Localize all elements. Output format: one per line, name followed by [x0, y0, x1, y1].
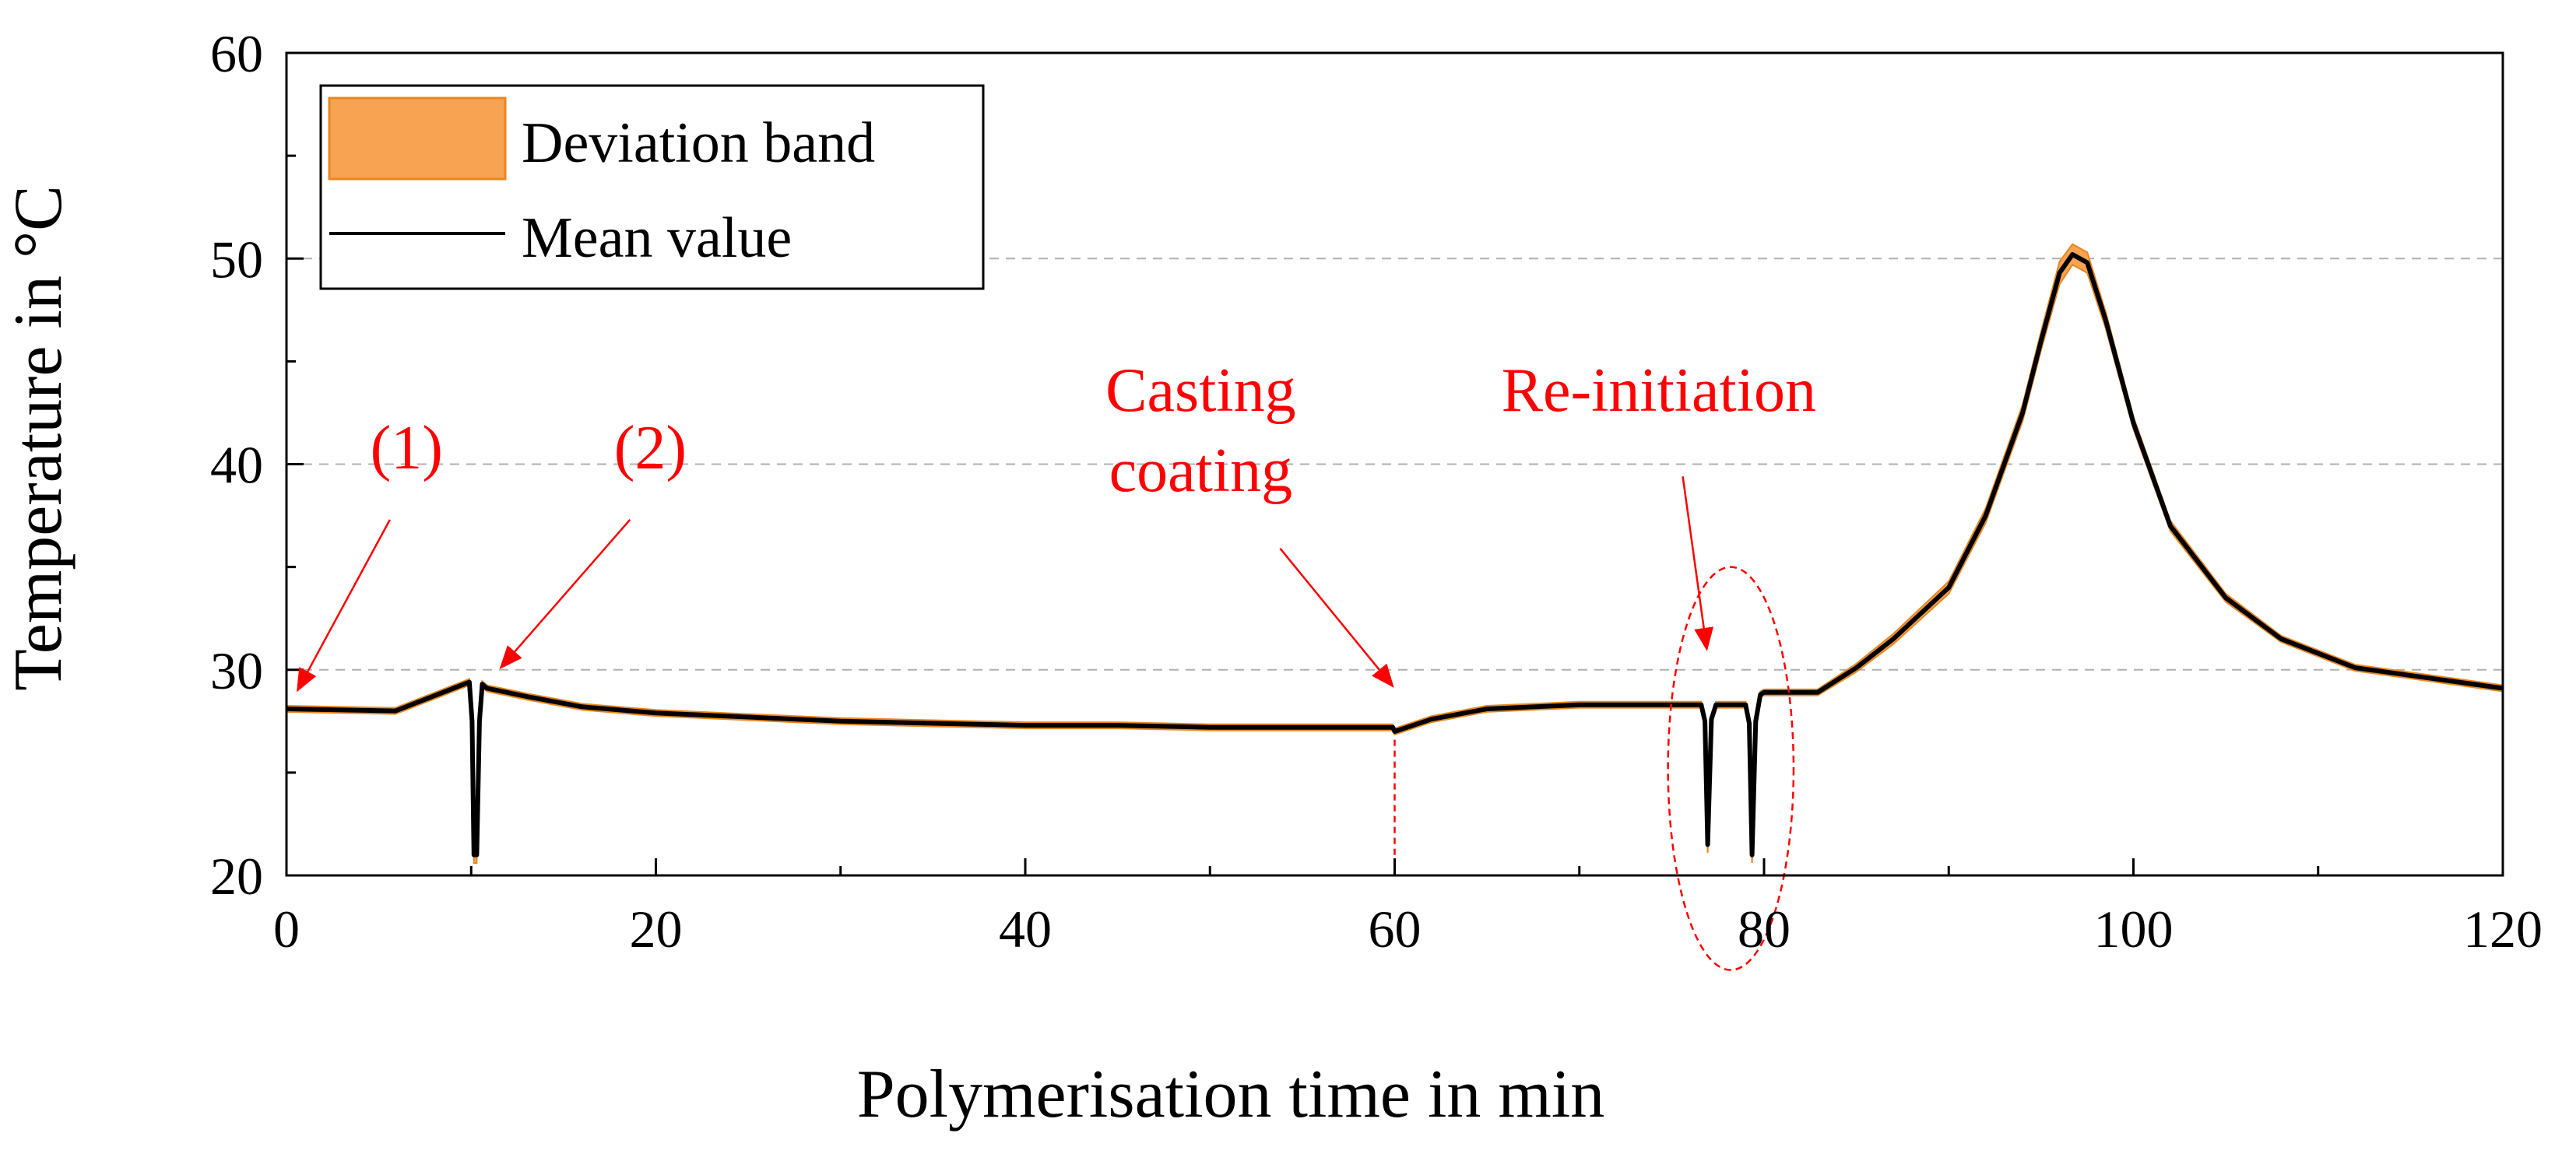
x-tick-label: 100 [2094, 900, 2174, 959]
x-tick-label: 80 [1738, 900, 1791, 959]
y-tick-label: 50 [210, 230, 263, 289]
x-tick-label: 0 [273, 900, 300, 959]
x-tick-label: 40 [999, 900, 1052, 959]
deviation-band [286, 244, 2503, 863]
legend-band-swatch [329, 98, 505, 179]
annotation-arrow [501, 520, 630, 668]
x-tick-label: 20 [630, 900, 683, 959]
y-tick-label: 20 [210, 847, 263, 906]
x-axis-title: Polymerisation time in min [857, 1057, 1605, 1132]
annotation-label: (1) [371, 414, 443, 482]
deviation-band-layer [286, 244, 2503, 863]
y-tick-label: 40 [210, 436, 263, 495]
annotation-label: coating [1109, 437, 1292, 505]
x-tick-label: 120 [2463, 900, 2543, 959]
annotation-label: Casting [1105, 356, 1295, 425]
y-tick-label: 60 [210, 24, 263, 83]
annotations: (1) (2) Casting coating Re-initiation [297, 356, 1816, 690]
annotation-arrow [1280, 549, 1393, 686]
legend: Deviation band Mean value [321, 86, 983, 289]
legend-mean-label: Mean value [522, 206, 792, 270]
legend-band-label: Deviation band [522, 111, 875, 175]
temperature-chart: 0 20 40 60 80 100 1202030405060 (1) (2)Castingc… [0, 0, 2576, 1161]
y-tick-label: 30 [210, 641, 263, 700]
x-tick-label: 60 [1369, 900, 1422, 959]
annotation-markers [1395, 567, 1794, 970]
y-axis-title: Temperature in °C [1, 185, 76, 691]
annotation-label: (2) [614, 414, 687, 482]
annotation-label: Re-initiation [1502, 356, 1816, 425]
annotation-arrow [297, 520, 390, 690]
annotation-arrow [1683, 476, 1707, 649]
